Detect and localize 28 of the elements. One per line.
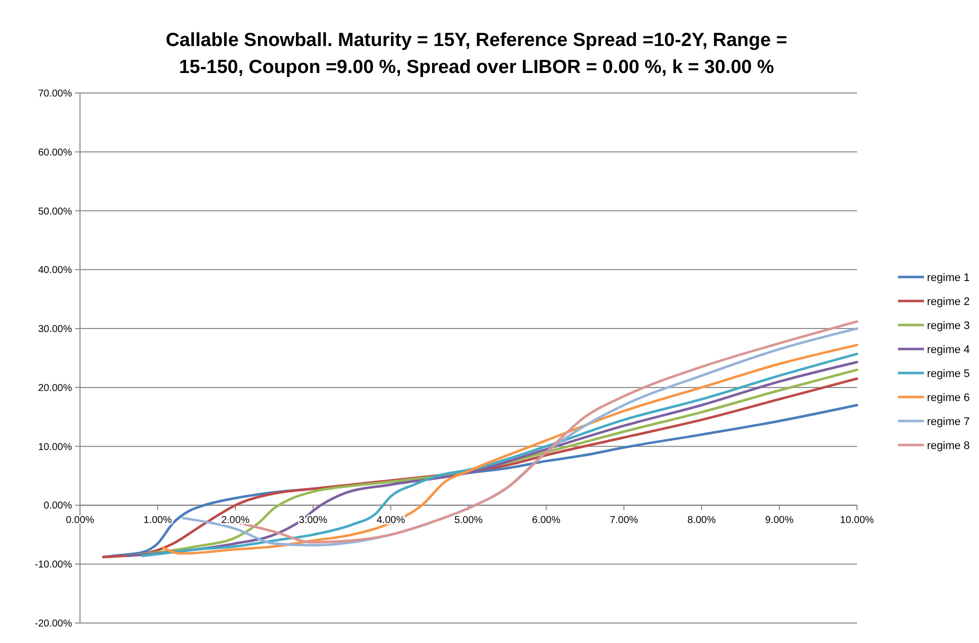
y-tick-label: 20.00% — [38, 382, 72, 394]
legend-label: regime 5 — [927, 368, 970, 380]
legend-label: regime 8 — [927, 440, 970, 452]
legend-label: regime 6 — [927, 392, 970, 404]
x-tick-label: 9.00% — [765, 515, 794, 526]
y-tick-label: 50.00% — [38, 206, 72, 218]
x-tick-label: 6.00% — [532, 515, 560, 526]
x-tick-label: 8.00% — [687, 515, 716, 526]
y-tick-label: -10.00% — [34, 560, 72, 571]
legend-label: regime 2 — [927, 296, 970, 308]
y-tick-label: 0.00% — [44, 500, 72, 512]
y-tick-label: 30.00% — [38, 324, 72, 336]
legend-label: regime 3 — [927, 320, 970, 332]
y-tick-label: 10.00% — [38, 442, 72, 453]
legend-label: regime 4 — [927, 344, 970, 356]
x-tick-label: 2.00% — [221, 515, 250, 526]
y-tick-label: -20.00% — [34, 618, 72, 630]
x-tick-label: 1.00% — [144, 515, 172, 526]
y-tick-label: 40.00% — [38, 265, 72, 276]
legend-label: regime 7 — [927, 416, 970, 428]
x-tick-label: 10.00% — [840, 515, 874, 526]
x-tick-label: 0.00% — [66, 515, 94, 526]
x-tick-label: 7.00% — [610, 515, 638, 526]
x-tick-label: 5.00% — [454, 515, 483, 526]
y-tick-label: 70.00% — [38, 88, 72, 100]
y-tick-label: 60.00% — [38, 147, 72, 158]
chart-title: Callable Snowball. Maturity = 15Y, Reference Spread =10-2Y, Range = 15-150, Coupon =9.00 %, Spread over LIBOR = 0.00 %, k = 30.00 % — [166, 30, 788, 78]
legend-label: regime 1 — [927, 272, 970, 284]
